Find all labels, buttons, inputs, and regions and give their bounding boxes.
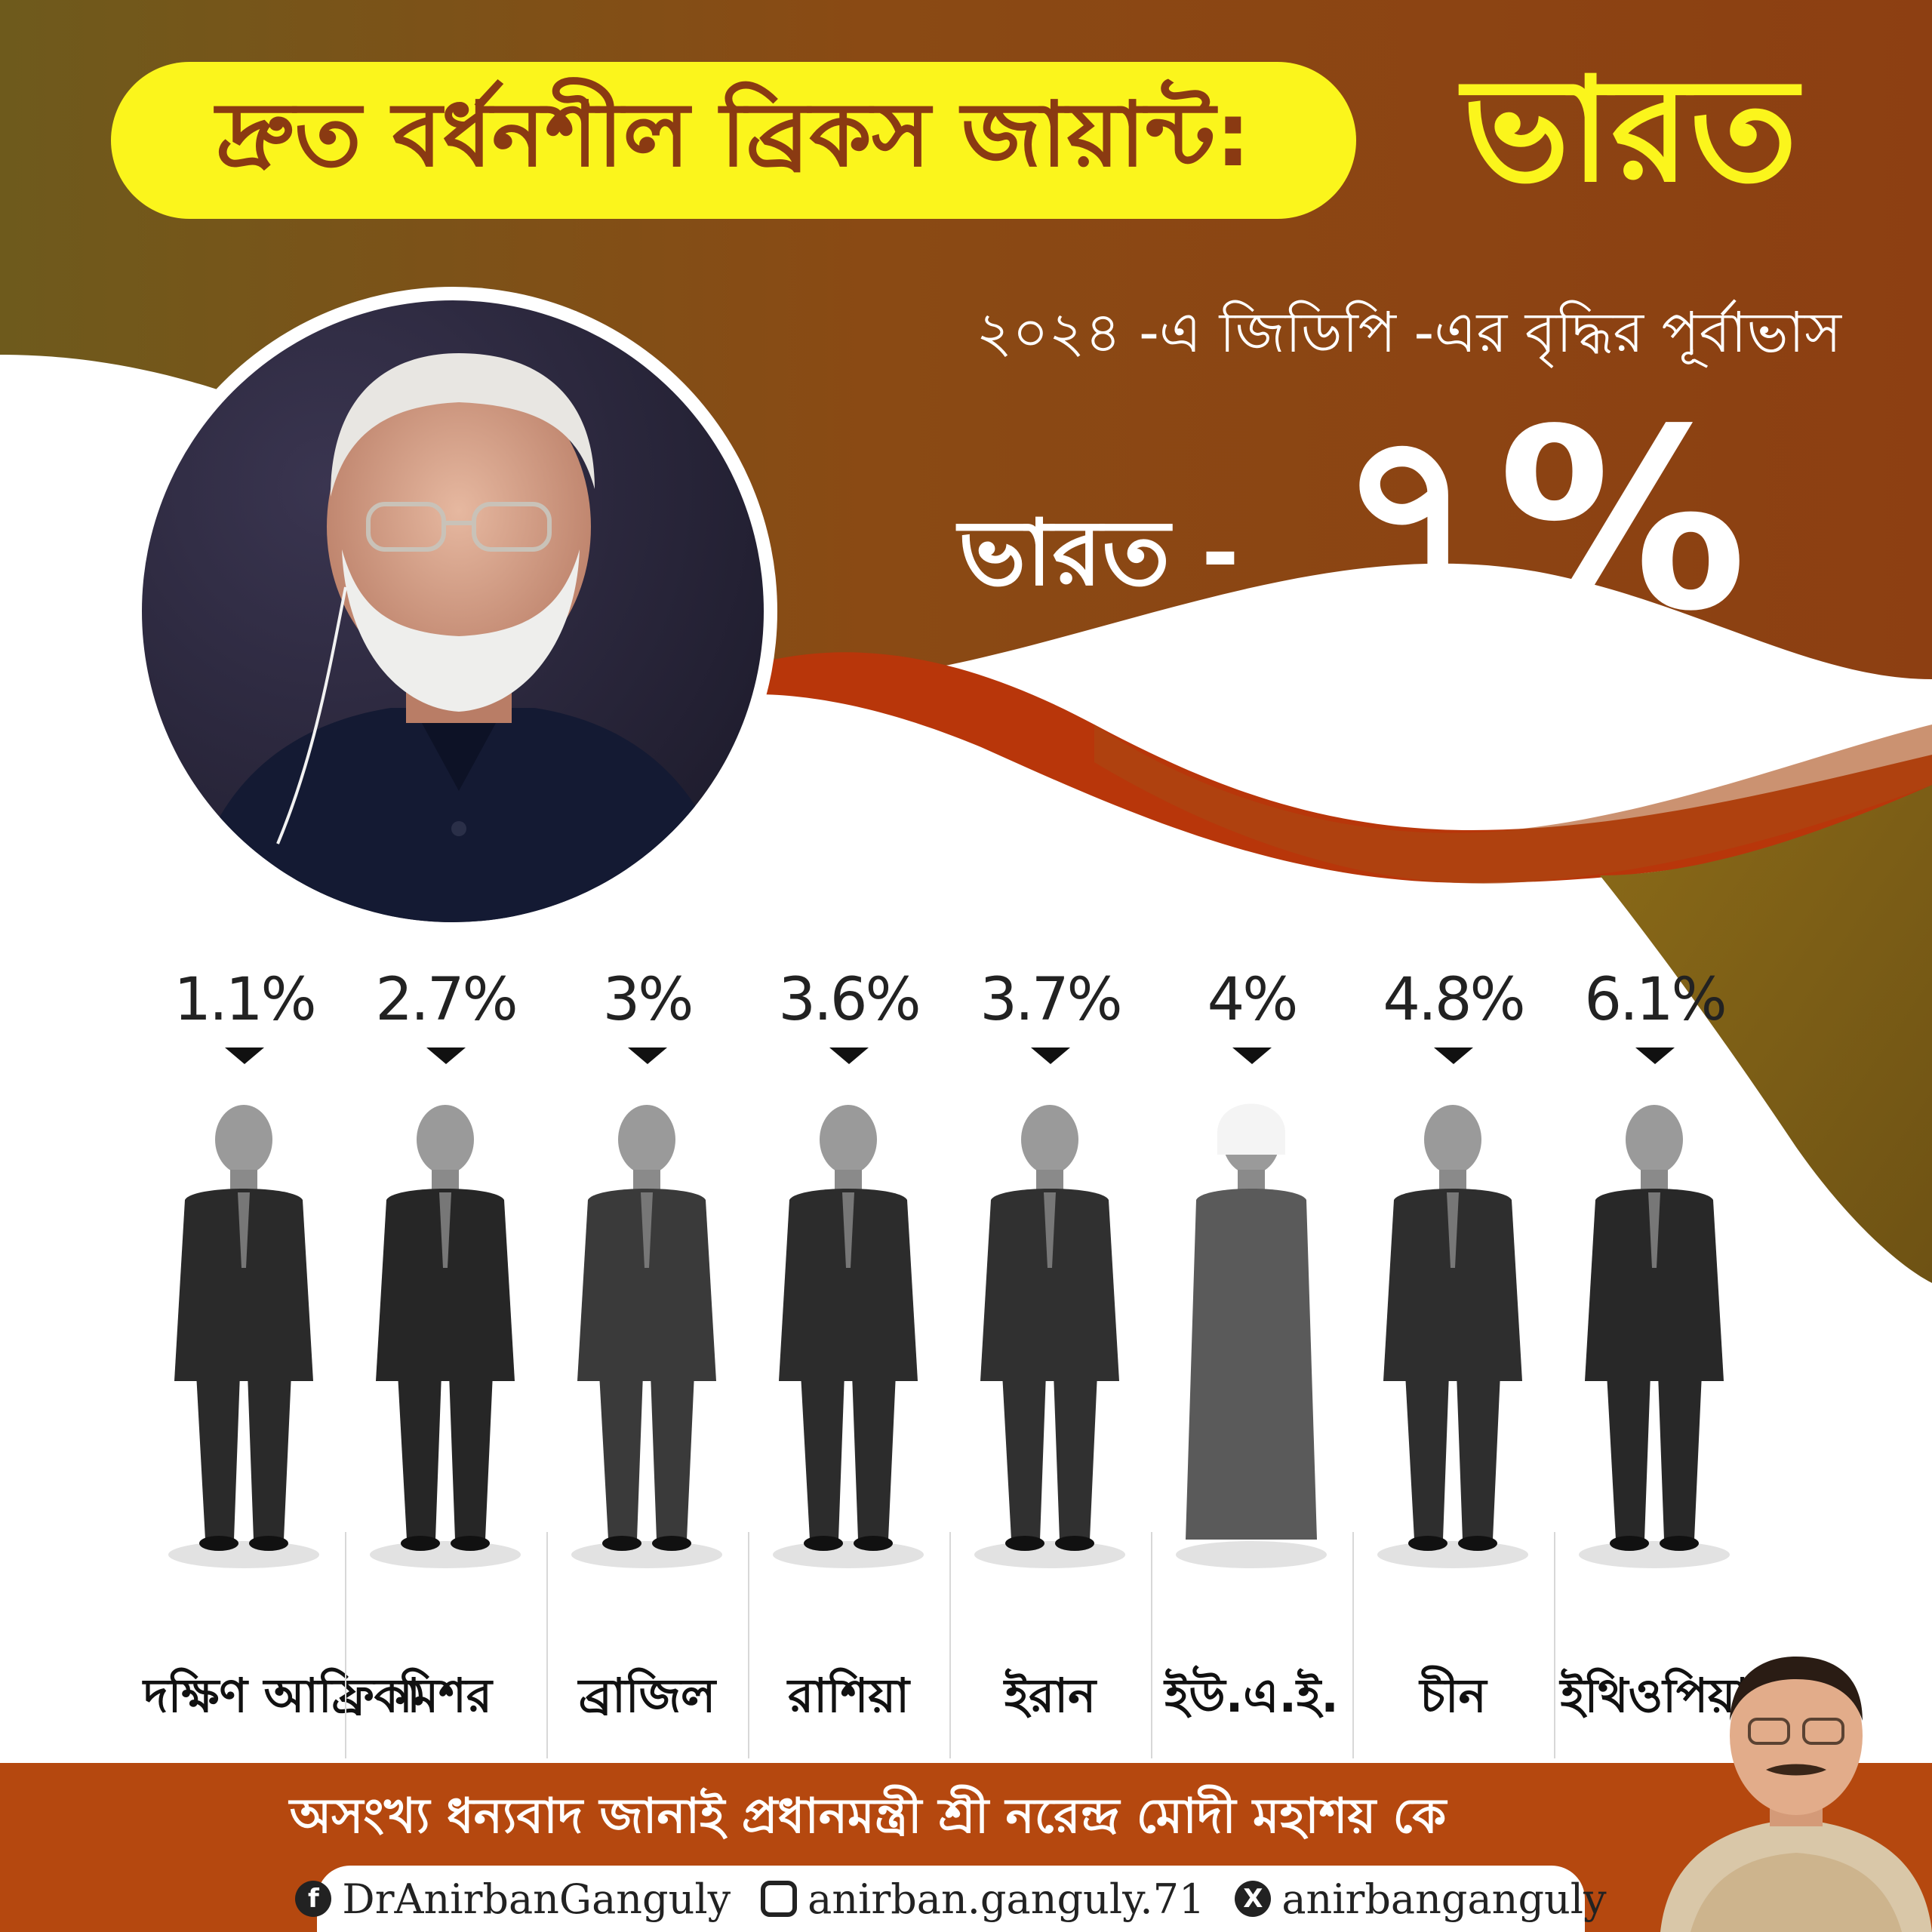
leader-country-name: ইথিওপিয়া	[1560, 1668, 1749, 1723]
leader-figure-photo	[571, 1105, 722, 1568]
leader-figure-photo	[1377, 1105, 1528, 1568]
down-arrow-icon	[1635, 1048, 1675, 1064]
instagram-link[interactable]: anirban.ganguly.71	[761, 1875, 1204, 1923]
leader-column: 3.6% রাশিয়া	[748, 936, 949, 1751]
headline-pill: দ্রুত বর্ধনশীল ব্রিকস জায়ান্ট:	[111, 62, 1356, 219]
leader-growth-value: 2.7%	[375, 966, 518, 1034]
social-handles: f DrAnirbanGanguly anirban.ganguly.71 X …	[295, 1866, 1607, 1932]
headline-text: দ্রুত বর্ধনশীল ব্রিকস জায়ান্ট:	[216, 82, 1251, 186]
leader-column: 3% ব্রাজিল	[546, 936, 748, 1751]
x-link[interactable]: X anirbanganguly	[1235, 1875, 1607, 1923]
author-photo	[1660, 1657, 1932, 1932]
thanks-bar	[0, 1763, 1932, 1876]
india-growth-value: ৭%	[1336, 376, 1748, 666]
facebook-handle: DrAnirbanGanguly	[342, 1875, 731, 1923]
leader-column: 1.1% দক্ষিণ আফ্রিকা	[143, 936, 420, 1751]
column-divider	[1352, 1532, 1354, 1758]
down-arrow-icon	[627, 1048, 667, 1064]
column-divider	[546, 1532, 548, 1758]
leader-growth-value: 3.6%	[778, 966, 921, 1034]
leader-figure-photo	[1579, 1105, 1730, 1568]
leader-country-name: মিশর	[399, 1668, 492, 1723]
leader-country-name: ব্রাজিল	[578, 1668, 716, 1723]
leader-figure-photo	[773, 1105, 924, 1568]
column-divider	[1554, 1532, 1555, 1758]
instagram-icon	[761, 1881, 798, 1917]
leader-portrait-photo	[142, 300, 764, 922]
leader-figure-photo	[974, 1105, 1125, 1568]
leader-growth-value: 6.1%	[1584, 966, 1727, 1034]
column-divider	[1151, 1532, 1152, 1758]
facebook-icon: f	[295, 1881, 332, 1917]
headline-accent-country: ভারত	[1463, 46, 1798, 214]
x-handle: anirbanganguly	[1281, 1875, 1607, 1923]
thanks-text: অসংখ্য ধন্যবাদ জানাই প্রধানমন্ত্রী শ্রী …	[289, 1788, 1447, 1844]
leader-figure-photo	[168, 1105, 319, 1568]
leader-growth-value: 3%	[602, 966, 694, 1034]
down-arrow-icon	[829, 1048, 869, 1064]
leader-column: 6.1% ইথিওপিয়া	[1554, 936, 1755, 1751]
leader-column: 4.8% চীন	[1352, 936, 1554, 1751]
leader-country-name: রাশিয়া	[787, 1668, 909, 1723]
column-divider	[345, 1532, 346, 1758]
leader-growth-value: 4%	[1207, 966, 1299, 1034]
leader-country-name: ইরান	[1004, 1668, 1097, 1723]
leader-country-name: ইউ.এ.ই.	[1164, 1668, 1339, 1723]
leader-growth-value: 3.7%	[980, 966, 1122, 1034]
instagram-handle: anirban.ganguly.71	[808, 1875, 1205, 1923]
down-arrow-icon	[224, 1048, 264, 1064]
x-icon: X	[1235, 1881, 1272, 1917]
leader-country-name: দক্ষিণ আফ্রিকা	[143, 1668, 420, 1723]
forecast-subtitle: ২০২৪ -এ জিডিপি -এর বৃদ্ধির পূর্বাভাস	[976, 300, 1841, 365]
column-divider	[748, 1532, 749, 1758]
india-label: ভারত -	[958, 501, 1239, 606]
down-arrow-icon	[1030, 1048, 1070, 1064]
leader-growth-value: 1.1%	[174, 966, 316, 1034]
column-divider	[949, 1532, 951, 1758]
leader-country-name: চীন	[1420, 1668, 1487, 1723]
down-arrow-icon	[1433, 1048, 1473, 1064]
leader-column: 2.7% মিশর	[345, 936, 546, 1751]
facebook-link[interactable]: f DrAnirbanGanguly	[295, 1875, 731, 1923]
leader-column: 3.7% ইরান	[949, 936, 1151, 1751]
leader-column: 4% ইউ.এ.ই.	[1151, 936, 1352, 1751]
down-arrow-icon	[426, 1048, 466, 1064]
leader-figure-photo	[1176, 1103, 1327, 1568]
leader-figure-photo	[370, 1105, 521, 1568]
leader-growth-value: 4.8%	[1383, 966, 1525, 1034]
down-arrow-icon	[1232, 1048, 1272, 1064]
